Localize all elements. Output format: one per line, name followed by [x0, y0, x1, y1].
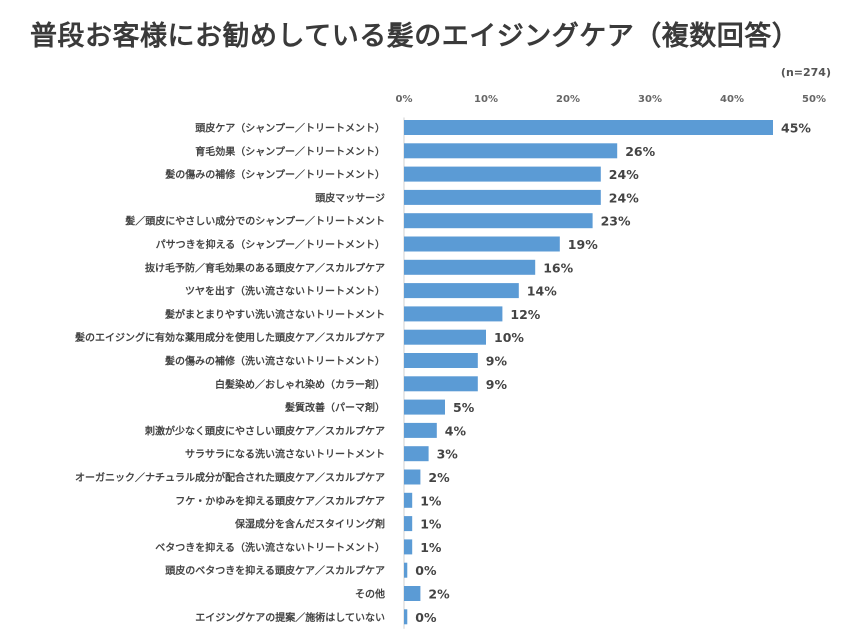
bar — [404, 189, 601, 205]
bar — [404, 609, 408, 625]
category-label: 保湿成分を含んだスタイリング剤 — [234, 518, 385, 531]
bar — [404, 306, 503, 322]
category-label: 刺激が少なく頭皮にやさしい頭皮ケア／スカルプケア — [144, 424, 385, 437]
category-label: パサつきを抑える（シャンプー／トリートメント） — [156, 238, 385, 251]
x-tick-label: 30% — [638, 94, 662, 105]
bar — [404, 283, 519, 299]
value-label: 3% — [437, 447, 459, 462]
value-label: 24% — [609, 167, 639, 182]
bar — [404, 353, 478, 368]
bar — [404, 562, 408, 578]
category-label: 育毛効果（シャンプー／トリートメント） — [195, 145, 385, 158]
x-tick-label: 40% — [720, 94, 744, 105]
chart-title: 普段お客様にお勧めしている髪のエイジングケア（複数回答） — [30, 21, 800, 52]
bar — [404, 120, 773, 135]
bar — [404, 399, 445, 415]
category-label: 白髪染め／おしゃれ染め（カラー剤） — [215, 378, 385, 391]
value-label: 16% — [543, 260, 573, 275]
category-label: 頭皮マッサージ — [315, 191, 385, 204]
value-label: 10% — [494, 330, 524, 345]
category-label: 髪がまとまりやすい洗い流さないトリートメント — [164, 308, 385, 321]
value-label: 12% — [510, 307, 540, 322]
category-label: 抜け毛予防／育毛効果のある頭皮ケア／スカルプケア — [145, 261, 385, 274]
value-label: 19% — [568, 237, 598, 252]
value-label: 4% — [445, 423, 467, 438]
value-label: 9% — [486, 377, 508, 392]
bar — [404, 259, 536, 275]
category-label: 頭皮のベタつきを抑える頭皮ケア／スカルプケア — [165, 564, 385, 577]
bar — [404, 516, 413, 532]
x-tick-label: 50% — [802, 94, 826, 105]
category-label: その他 — [355, 588, 385, 601]
bar — [404, 143, 618, 159]
value-label: 24% — [609, 190, 639, 205]
bar — [404, 586, 421, 601]
category-label: 髪／頭皮にやさしい成分でのシャンプー／トリートメント — [124, 215, 385, 228]
category-label: オーガニック／ナチュラル成分が配合された頭皮ケア／スカルプケア — [75, 471, 385, 484]
value-label: 5% — [453, 400, 475, 415]
value-label: 2% — [428, 470, 450, 485]
bar — [404, 213, 593, 229]
category-label: ツヤを出す（洗い流さないトリートメント） — [185, 285, 385, 298]
bar — [404, 446, 429, 462]
value-label: 1% — [420, 517, 442, 532]
bar — [404, 236, 560, 252]
x-tick-label: 20% — [556, 94, 580, 105]
bar — [404, 376, 478, 392]
bar — [404, 469, 421, 485]
sample-size-note: (n=274) — [780, 66, 831, 79]
value-label: 1% — [420, 493, 442, 508]
value-label: 0% — [415, 563, 437, 578]
value-label: 9% — [486, 354, 508, 369]
x-tick-label: 10% — [474, 94, 498, 105]
value-label: 26% — [625, 144, 655, 159]
category-label: フケ・かゆみを抑える頭皮ケア／スカルプケア — [175, 494, 385, 507]
value-label: 2% — [428, 587, 450, 602]
bar — [404, 422, 437, 438]
bar — [404, 329, 486, 345]
category-label: 髪のエイジングに有効な薬用成分を使用した頭皮ケア／スカルプケア — [74, 331, 385, 344]
value-label: 23% — [601, 214, 631, 229]
bar — [404, 492, 413, 508]
value-label: 0% — [415, 610, 437, 625]
x-tick-label: 0% — [396, 94, 413, 105]
bar — [404, 166, 601, 182]
category-label: ベタつきを抑える（洗い流さないトリートメント） — [155, 541, 385, 554]
category-label: 髪の傷みの補修（シャンプー／トリートメント） — [164, 168, 385, 181]
category-label: 頭皮ケア（シャンプー／トリートメント） — [195, 122, 385, 135]
category-label: 髪の傷みの補修（洗い流さないトリートメント） — [164, 355, 385, 368]
bar — [404, 539, 413, 555]
value-label: 45% — [781, 121, 811, 136]
category-label: サラサラになる洗い流さないトリートメント — [185, 448, 385, 461]
value-label: 14% — [527, 284, 557, 299]
category-label: エイジングケアの提案／施術はしていない — [195, 611, 385, 624]
category-label: 髪質改善（パーマ剤） — [284, 401, 385, 414]
value-label: 1% — [420, 540, 442, 555]
